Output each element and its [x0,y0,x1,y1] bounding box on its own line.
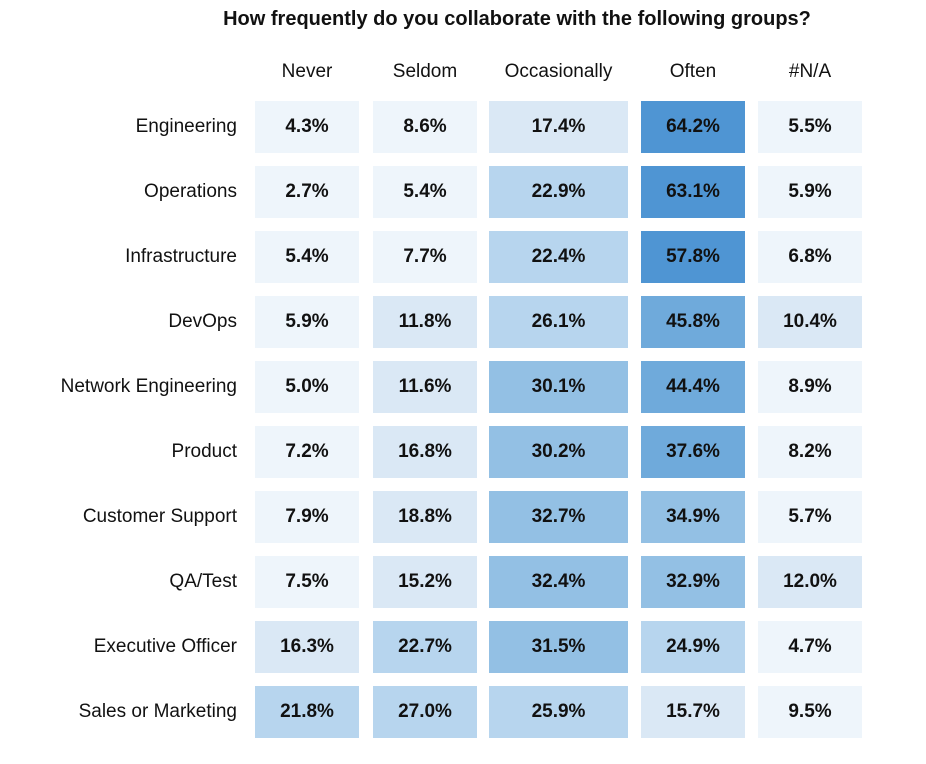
row-label: Customer Support [82,506,237,527]
row-label: Executive Officer [93,636,237,657]
heatmap-cell: 5.9% [758,166,862,218]
heatmap-cell: 7.2% [255,426,359,478]
heatmap-cell: 27.0% [373,686,477,738]
row-label: QA/Test [169,571,237,592]
chart-title: How frequently do you collaborate with t… [223,8,811,30]
heatmap-cell: 10.4% [758,296,862,348]
heatmap-cell: 11.8% [373,296,477,348]
heatmap-cell: 6.8% [758,231,862,283]
row-label: Network Engineering [60,376,237,397]
heatmap-cell: 8.6% [373,101,477,153]
row-label: Sales or Marketing [78,701,237,722]
heatmap-cell: 4.7% [758,621,862,673]
heatmap-cell: 9.5% [758,686,862,738]
heatmap-cell: 18.8% [373,491,477,543]
row-label: DevOps [168,311,237,332]
column-header: Often [669,61,717,82]
heatmap-cell: 30.2% [489,426,628,478]
heatmap-cell: 7.7% [373,231,477,283]
heatmap-cell: 26.1% [489,296,628,348]
heatmap-cell: 25.9% [489,686,628,738]
heatmap-cell: 15.7% [641,686,745,738]
heatmap-cell: 32.7% [489,491,628,543]
heatmap-cell: 37.6% [641,426,745,478]
heatmap-cell: 4.3% [255,101,359,153]
heatmap-cell: 11.6% [373,361,477,413]
heatmap-cell: 8.2% [758,426,862,478]
heatmap-cell: 5.0% [255,361,359,413]
heatmap-cell: 21.8% [255,686,359,738]
heatmap-cell: 5.4% [255,231,359,283]
heatmap-cell: 64.2% [641,101,745,153]
heatmap-cell: 15.2% [373,556,477,608]
heatmap-cell: 22.9% [489,166,628,218]
heatmap-cell: 2.7% [255,166,359,218]
heatmap-cell: 22.4% [489,231,628,283]
row-label: Engineering [135,116,237,137]
heatmap-cell: 5.5% [758,101,862,153]
heatmap-cell: 34.9% [641,491,745,543]
heatmap-cell: 5.7% [758,491,862,543]
column-header: Seldom [392,61,458,82]
heatmap-cell: 17.4% [489,101,628,153]
column-header: Never [281,61,333,82]
heatmap-cell: 7.5% [255,556,359,608]
heatmap-cell: 5.9% [255,296,359,348]
row-label: Infrastructure [125,246,237,267]
heatmap-cell: 16.8% [373,426,477,478]
heatmap-cell: 44.4% [641,361,745,413]
heatmap-cell: 32.9% [641,556,745,608]
heatmap-cell: 63.1% [641,166,745,218]
heatmap-cell: 8.9% [758,361,862,413]
row-label: Operations [144,181,237,202]
heatmap-cell: 22.7% [373,621,477,673]
row-label: Product [171,441,237,462]
heatmap-cell: 45.8% [641,296,745,348]
heatmap-cell: 32.4% [489,556,628,608]
heatmap-cell: 24.9% [641,621,745,673]
heatmap-cell: 7.9% [255,491,359,543]
heatmap-cell: 16.3% [255,621,359,673]
heatmap-cell: 57.8% [641,231,745,283]
heatmap-cell: 30.1% [489,361,628,413]
heatmap-cell: 12.0% [758,556,862,608]
column-header: Occasionally [504,61,613,82]
column-header: #N/A [788,61,832,82]
heatmap-cell: 31.5% [489,621,628,673]
heatmap-cell: 5.4% [373,166,477,218]
